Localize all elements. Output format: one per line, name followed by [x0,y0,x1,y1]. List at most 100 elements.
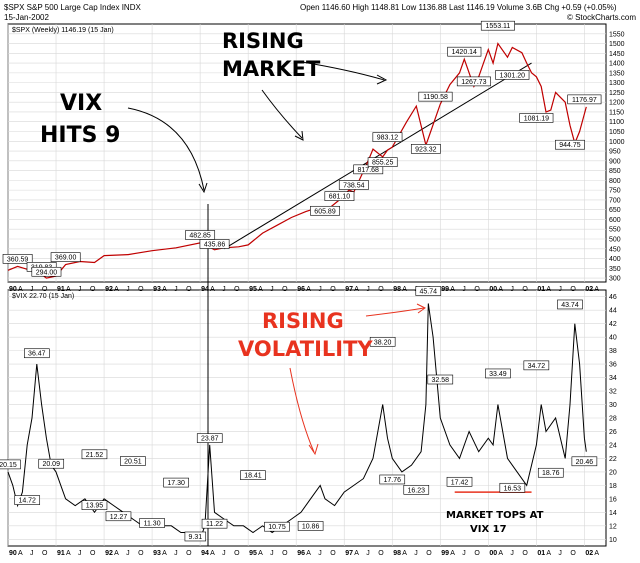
month-label: O [474,550,480,557]
data-label-box [310,205,340,216]
data-label: 21.52 [81,449,108,460]
month-label: A [594,286,599,293]
y-tick-label: 42 [609,321,617,328]
price-y-ticks: 300 350 400 450 500 550 600 650 700 750 800 850 900 9… [609,31,625,282]
month-label: O [138,550,144,557]
month-label: J [318,286,322,293]
vix9-annotation-line1: VIX [60,91,102,116]
y-tick-label: 30 [609,402,617,409]
data-label: 18.76 [537,467,564,478]
data-label-text: 817.68 [358,167,380,174]
data-label-text: 17.30 [167,480,185,487]
y-tick-label: 550 [609,227,621,234]
month-label: O [330,550,336,557]
year-label: 94 [201,550,209,557]
data-label-box [105,511,132,522]
data-label: 681.10 [324,191,355,201]
data-label: 855.25 [367,157,398,167]
data-label-box [418,91,453,102]
data-label: 43.74 [557,299,583,310]
data-label-text: 1190.58 [423,94,448,101]
rising-volatility-arrowhead-2 [308,443,319,456]
data-label: 17.76 [379,474,406,485]
month-label: J [270,286,274,293]
data-label: 13.95 [81,500,108,510]
data-label-text: 12.27 [110,514,128,521]
year-label: 97 [345,550,353,557]
data-label-box [537,467,564,478]
data-label-text: 1301.20 [500,72,525,79]
data-label-text: 16.53 [504,485,522,492]
data-label-box [2,254,33,264]
year-label: 95 [249,550,257,557]
data-label: 605.89 [310,205,340,216]
vix-y-ticks: 10 12 14 16 18 20 22 24 26 28 30 32 34 36 38 40 42 44 46 [609,294,617,544]
data-label: 10.86 [297,521,324,531]
data-label: 23.87 [196,433,223,443]
y-tick-label: 1000 [609,139,625,146]
rising-market-arrowhead-2 [294,130,304,141]
data-label-text: 1420.14 [452,49,477,56]
month-label: O [234,550,240,557]
price-x-axis: 90 A J O 91 A J O 92 A J O 93 A J O 94 A J O 95 A J O 96 A J O 97 A J O… [9,286,599,293]
y-tick-label: 32 [609,389,617,396]
y-tick-label: 14 [609,510,617,517]
month-label: J [366,286,370,293]
data-label-text: 20.51 [124,459,142,466]
data-label-text: 11.22 [206,521,223,528]
month-label: A [546,286,551,293]
month-label: A [450,550,455,557]
data-label-box [338,180,369,190]
data-label-box [120,456,146,466]
month-label: J [126,286,130,293]
month-label: J [30,550,34,557]
data-label-box [31,266,62,277]
month-label: A [402,550,407,557]
month-label: J [174,286,178,293]
y-tick-label: 44 [609,308,617,315]
data-label-text: 17.76 [383,477,401,484]
rising-market-line2: MARKET [222,57,321,81]
rising-volatility-line1: RISING [262,309,344,333]
market-tops-line2: VIX 17 [470,524,507,535]
data-label: 45.74 [415,286,442,296]
month-label: J [78,286,82,293]
month-label: O [330,286,336,293]
market-tops-line1: MARKET TOPS AT [446,510,544,521]
data-label: 1081.19 [519,113,554,123]
y-tick-label: 28 [609,416,617,423]
month-label: J [366,550,370,557]
year-label: 98 [393,550,401,557]
y-tick-label: 1300 [609,80,625,87]
data-label-box [485,368,511,379]
y-tick-label: 34 [609,375,617,382]
brand-label: © StockCharts.com [567,13,636,22]
vix9-arrowhead [198,182,208,194]
data-label-text: 605.89 [314,208,336,215]
data-label-text: 16.23 [408,487,426,494]
y-tick-label: 650 [609,207,621,214]
year-label: 90 [9,550,17,557]
data-label-text: 360.59 [7,256,29,263]
data-label: 32.58 [427,374,454,385]
month-label: J [510,286,514,293]
year-label: 99 [441,550,449,557]
data-label-box [81,449,108,460]
y-tick-label: 400 [609,256,621,263]
month-label: A [66,550,71,557]
data-label: 38.20 [369,336,396,347]
data-label-text: 681.10 [329,194,351,201]
y-tick-label: 24 [609,442,617,449]
month-label: A [114,286,119,293]
data-label: 435.86 [199,239,230,249]
data-label: 944.75 [555,139,585,150]
year-label: 96 [297,286,305,293]
y-tick-label: 1500 [609,41,625,48]
data-label-box [555,139,585,150]
date-header: 15-Jan-2002 [4,13,49,22]
month-label: A [306,286,311,293]
rising-market-arrow-2 [261,89,303,139]
y-tick-label: 40 [609,335,617,342]
month-label: A [114,550,119,557]
